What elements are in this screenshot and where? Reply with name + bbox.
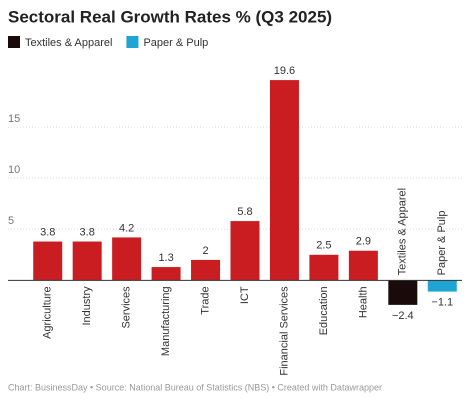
chart-title: Sectoral Real Growth Rates % (Q3 2025) [8,7,332,26]
legend-swatch [8,36,20,48]
value-label: −2.4 [392,310,414,322]
value-label: 5.8 [237,206,252,218]
x-tick-label: Trade [199,286,211,314]
x-tick-label: Agriculture [42,286,54,339]
value-label: 2.9 [356,236,371,248]
x-tick-label: Services [121,286,133,329]
x-tick-label: Financial Services [278,286,290,376]
x-tick-label: Education [318,286,330,335]
x-tick-label: Industry [81,286,93,326]
y-tick-label: 15 [8,113,20,125]
x-tick-label: Health [357,286,369,318]
y-tick-label: 10 [8,164,20,176]
bar [151,267,181,281]
x-tick-label: Manufacturing [160,286,172,356]
bar [348,250,378,281]
bar [112,237,142,281]
value-label: 19.6 [274,65,295,77]
bar [388,280,418,305]
value-label: 3.8 [40,226,55,238]
value-label: 2 [202,245,208,257]
bar [309,254,339,281]
legend-label: Paper & Pulp [143,37,208,49]
y-tick-label: 5 [8,215,14,227]
value-label: 4.2 [119,222,134,234]
bar [72,241,102,281]
footer: Chart: BusinessDay • Source: National Bu… [8,382,382,392]
value-label: 2.5 [316,240,331,252]
value-label: −1.1 [431,296,453,308]
bar [230,221,260,281]
bar [33,241,63,281]
bar [191,259,221,281]
x-tick-label: ICT [239,286,251,304]
legend-label: Textiles & Apparel [25,37,112,49]
legend-swatch [126,36,139,48]
x-tick-label: Paper & Pulp [436,211,448,276]
value-label: 3.8 [80,226,95,238]
x-tick-label: Textiles & Apparel [397,188,409,275]
bar [427,280,457,292]
value-label: 1.3 [158,252,173,264]
bar [269,80,299,281]
